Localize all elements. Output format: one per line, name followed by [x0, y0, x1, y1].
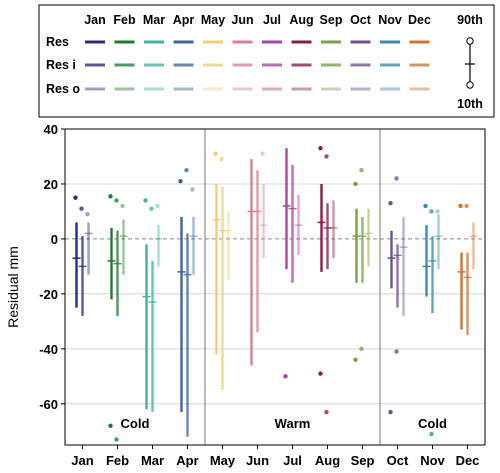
legend-high-marker: [466, 37, 474, 45]
y-axis-label: Residual mm: [5, 246, 21, 328]
legend-month-label: Jan: [84, 13, 106, 27]
legend: Jan Feb Mar Apr May Jun Jul Aug Sep Oct Nov Dec Res R…: [46, 13, 483, 111]
outlier-point: [388, 409, 393, 415]
legend-10th-label: 10th: [457, 97, 483, 111]
outlier-point: [213, 151, 218, 156]
outlier-point: [318, 371, 323, 376]
x-tick-label: Aug: [315, 453, 340, 468]
outlier-point: [114, 437, 119, 442]
x-tick-label: Jan: [71, 453, 93, 468]
legend-row-label: Res: [46, 35, 69, 49]
outlier-point: [190, 187, 195, 192]
season-label: Cold: [121, 416, 150, 431]
legend-box: [38, 4, 495, 118]
outlier-point: [178, 179, 183, 184]
season-label: Warm: [275, 416, 311, 431]
legend-row-label: Res i: [46, 58, 76, 72]
outlier-point: [318, 146, 323, 151]
outlier-point: [394, 349, 399, 354]
chart-marks: [72, 146, 478, 442]
legend-row-label: Res o: [46, 82, 80, 96]
legend-month-label: Aug: [289, 13, 313, 27]
outlier-point: [353, 181, 358, 187]
x-tick-label: Dec: [456, 453, 480, 468]
legend-month-label: Jul: [263, 13, 281, 27]
outlier-point: [394, 176, 399, 181]
season-label: Cold: [418, 416, 447, 431]
outlier-point: [464, 203, 469, 209]
season-dividers: Cold Warm Cold: [121, 129, 447, 445]
outlier-point: [283, 374, 288, 379]
outlier-point: [120, 203, 125, 209]
x-tick-label: Feb: [106, 453, 129, 468]
outlier-point: [73, 195, 78, 200]
outlier-point: [359, 346, 364, 352]
legend-month-label: Nov: [378, 13, 402, 27]
x-axis: Jan Feb Mar Apr May Jun Jul Aug Sep Oct Nov Dec: [71, 445, 479, 468]
outlier-point: [108, 423, 113, 428]
outlier-point: [324, 409, 329, 415]
outlier-point: [324, 154, 329, 159]
legend-month-label: Oct: [350, 13, 372, 27]
y-tick-label: -60: [39, 397, 58, 412]
outlier-point: [429, 431, 434, 437]
outlier-point: [458, 203, 463, 209]
outlier-point: [353, 357, 358, 363]
legend-month-label: Dec: [408, 13, 431, 27]
legend-month-label: Feb: [113, 13, 136, 27]
y-tick-label: -40: [39, 342, 58, 357]
legend-month-label: Sep: [320, 13, 343, 27]
x-tick-label: Mar: [141, 453, 164, 468]
x-tick-label: Jun: [246, 453, 269, 468]
outlier-point: [435, 209, 440, 214]
outlier-point: [79, 206, 84, 211]
y-tick-label: 40: [44, 122, 58, 137]
outlier-point: [429, 209, 434, 214]
legend-month-label: May: [201, 13, 225, 27]
y-tick-label: -20: [39, 287, 58, 302]
legend-month-label: Jun: [231, 13, 253, 27]
outlier-point: [359, 168, 364, 173]
outlier-point: [219, 157, 224, 162]
x-tick-label: Apr: [176, 453, 198, 468]
outlier-point: [260, 151, 265, 156]
x-tick-label: Oct: [387, 453, 409, 468]
outlier-point: [85, 211, 90, 217]
outlier-point: [108, 194, 113, 199]
outlier-point: [184, 168, 189, 173]
outlier-point: [149, 206, 154, 211]
legend-low-marker: [466, 81, 474, 89]
y-axis: 40 20 0 -20 -40 -60: [39, 122, 65, 412]
outlier-point: [155, 203, 160, 209]
plot-frame: [64, 128, 486, 446]
x-tick-label: Jul: [283, 453, 302, 468]
x-tick-label: Sep: [351, 453, 375, 468]
x-tick-label: Nov: [420, 453, 445, 468]
y-tick-label: 20: [44, 177, 58, 192]
y-tick-label: 0: [51, 232, 58, 247]
legend-month-label: Mar: [143, 13, 165, 27]
gridlines: [65, 128, 485, 405]
outlier-point: [388, 200, 393, 206]
outlier-point: [143, 198, 148, 203]
legend-90th-label: 90th: [457, 13, 483, 27]
legend-month-label: Apr: [173, 13, 195, 27]
outlier-point: [423, 203, 428, 209]
x-tick-label: May: [210, 453, 236, 468]
outlier-point: [114, 198, 119, 203]
